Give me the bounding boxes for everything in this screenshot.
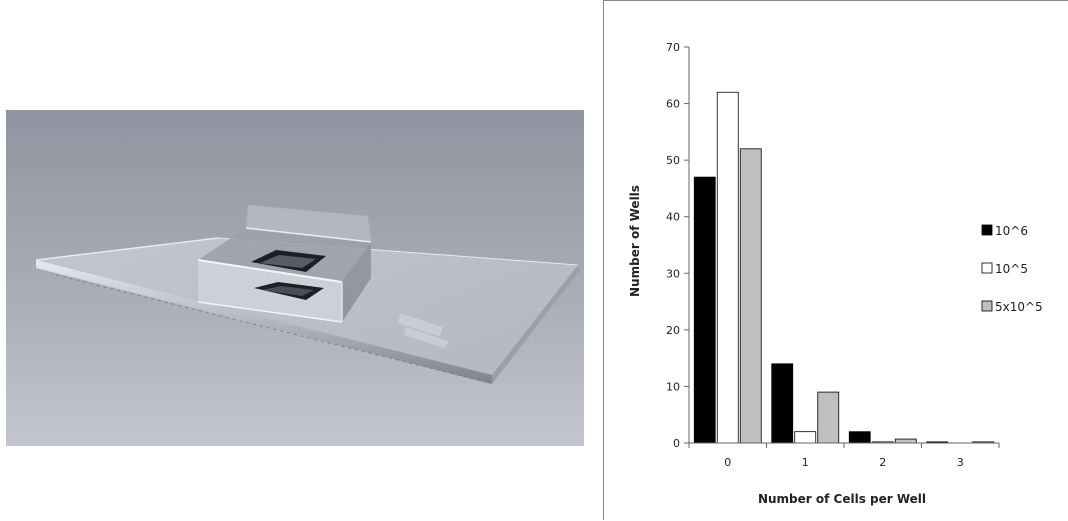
bar <box>894 438 917 444</box>
y-tick-label: 0 <box>673 437 680 450</box>
legend: 10^6 10^5 5x10^5 <box>981 224 1043 314</box>
y-tick-label: 30 <box>666 267 680 280</box>
x-axis-title: Number of Cells per Well <box>758 492 926 506</box>
y-tick-label: 60 <box>666 98 680 111</box>
legend-swatch <box>981 300 993 312</box>
bars <box>693 91 995 444</box>
legend-swatch <box>981 224 993 236</box>
microwell-block <box>197 205 372 323</box>
bar <box>716 91 739 444</box>
legend-label: 10^5 <box>995 262 1028 276</box>
y-axis-title: Number of Wells <box>628 185 642 297</box>
x-tick-label: 2 <box>879 456 886 469</box>
y-tick-label: 50 <box>666 154 680 167</box>
x-tick-label: 0 <box>724 456 731 469</box>
y-tick-label: 40 <box>666 211 680 224</box>
x-tick-label: 3 <box>957 456 964 469</box>
bar <box>794 431 817 444</box>
bar <box>771 363 794 444</box>
legend-label: 10^6 <box>995 224 1028 238</box>
bar <box>693 176 716 444</box>
cells-per-well-chart: 0 10 20 30 40 50 60 70 0 1 2 3 Number of Wells Num… <box>603 0 1068 520</box>
y-tick-label: 20 <box>666 324 680 337</box>
x-axis-ticks: 0 1 2 3 <box>688 443 1000 469</box>
microwell-device-photo <box>6 110 584 446</box>
legend-label: 5x10^5 <box>995 300 1043 314</box>
x-tick-label: 1 <box>802 456 809 469</box>
etched-label <box>397 313 449 349</box>
bar <box>817 391 840 444</box>
y-tick-label: 10 <box>666 380 680 393</box>
y-tick-label: 70 <box>666 41 680 54</box>
bar <box>739 148 762 444</box>
bar <box>848 431 871 444</box>
y-axis-ticks: 0 10 20 30 40 50 60 70 <box>666 41 689 450</box>
legend-swatch <box>981 262 993 274</box>
